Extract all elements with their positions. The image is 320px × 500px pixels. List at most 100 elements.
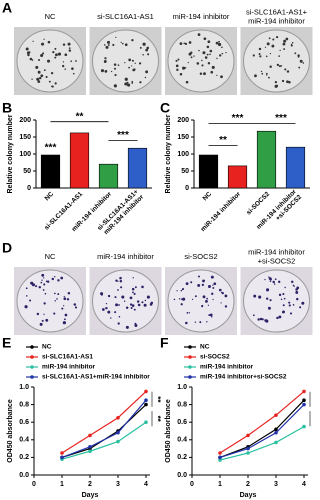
colony (282, 304, 285, 307)
legend-marker (188, 375, 192, 379)
y-tick-label: 0.6 (19, 419, 29, 426)
colony (131, 80, 133, 83)
colony (221, 46, 223, 49)
colony (133, 292, 136, 295)
colony (37, 80, 41, 83)
series-line (219, 404, 305, 458)
colony (268, 76, 270, 79)
colony (268, 37, 271, 40)
colony (260, 70, 263, 73)
y-axis-label: Relative colony number (7, 114, 14, 193)
colony (224, 294, 228, 298)
colony (132, 291, 134, 294)
colony (205, 300, 208, 303)
colony (35, 285, 38, 288)
colony (182, 297, 186, 301)
colony (194, 295, 197, 298)
colony (44, 292, 47, 295)
colony (31, 78, 33, 80)
colony (281, 79, 285, 83)
colony (43, 283, 46, 286)
point (144, 389, 148, 394)
colony (218, 40, 220, 43)
colony (32, 40, 34, 42)
colony (212, 298, 214, 301)
colony (178, 298, 181, 300)
colony (40, 53, 44, 57)
image-label: si-SOCS2 (184, 252, 217, 261)
colony (268, 276, 270, 278)
colony (51, 277, 55, 281)
significance: * (311, 398, 316, 402)
colony (299, 306, 302, 309)
colony (286, 80, 289, 84)
x-tick-label: NC (44, 190, 56, 202)
colony (269, 280, 272, 282)
significance: ** (76, 111, 84, 122)
colony (259, 317, 263, 321)
colony (209, 49, 213, 53)
colony (117, 280, 119, 282)
colony (62, 64, 65, 68)
colony (272, 38, 275, 41)
colony (276, 63, 280, 67)
colony (283, 39, 287, 43)
colony (25, 47, 29, 51)
colony (28, 51, 31, 53)
colony (202, 51, 206, 55)
colony (291, 280, 294, 284)
colony (194, 321, 197, 323)
point (144, 398, 148, 403)
legend-label: miR-194 inhibitor+si-SOCS2 (200, 374, 287, 381)
colony (132, 277, 134, 279)
colony (74, 306, 78, 309)
x-tick-label: 2 (88, 481, 92, 488)
dish (92, 269, 159, 333)
colony (145, 70, 149, 74)
colony (212, 287, 215, 289)
colony (184, 42, 188, 46)
colony (43, 302, 46, 305)
colony (54, 82, 57, 85)
colony (56, 298, 58, 300)
legend-label: si-SOCS2 (200, 354, 230, 361)
series-line (219, 426, 305, 461)
colony (121, 42, 124, 45)
y-tick-label: 200 (177, 117, 189, 124)
series-line (61, 390, 147, 454)
colony (288, 304, 291, 307)
colony (289, 312, 293, 315)
colony (211, 292, 214, 295)
colony (102, 308, 105, 311)
colony (182, 66, 186, 70)
colony (216, 57, 218, 60)
colony (272, 280, 275, 284)
x-tick-label: 0 (190, 481, 194, 488)
colony (274, 84, 278, 88)
bar (256, 130, 277, 189)
legend-label: NC (42, 344, 52, 351)
point (274, 413, 278, 417)
x-tick-label: NC (202, 190, 214, 202)
colony (110, 317, 112, 319)
colony (123, 300, 126, 302)
colony (131, 82, 134, 84)
colony (51, 85, 53, 88)
colony (75, 60, 77, 62)
colony (219, 54, 222, 57)
colony (258, 47, 262, 51)
y-tick-label: 200 (19, 117, 31, 124)
colony (105, 306, 108, 310)
colony (40, 74, 44, 78)
series-line (219, 399, 305, 458)
point (274, 430, 278, 435)
y-tick-label: 50 (23, 168, 31, 175)
colony (301, 301, 305, 305)
colony (129, 296, 133, 300)
colony (293, 285, 295, 287)
point (218, 455, 222, 460)
image-label: miR-194 inhibitor (173, 12, 230, 21)
colony (187, 61, 189, 64)
colony (117, 322, 120, 325)
colony (207, 304, 210, 306)
